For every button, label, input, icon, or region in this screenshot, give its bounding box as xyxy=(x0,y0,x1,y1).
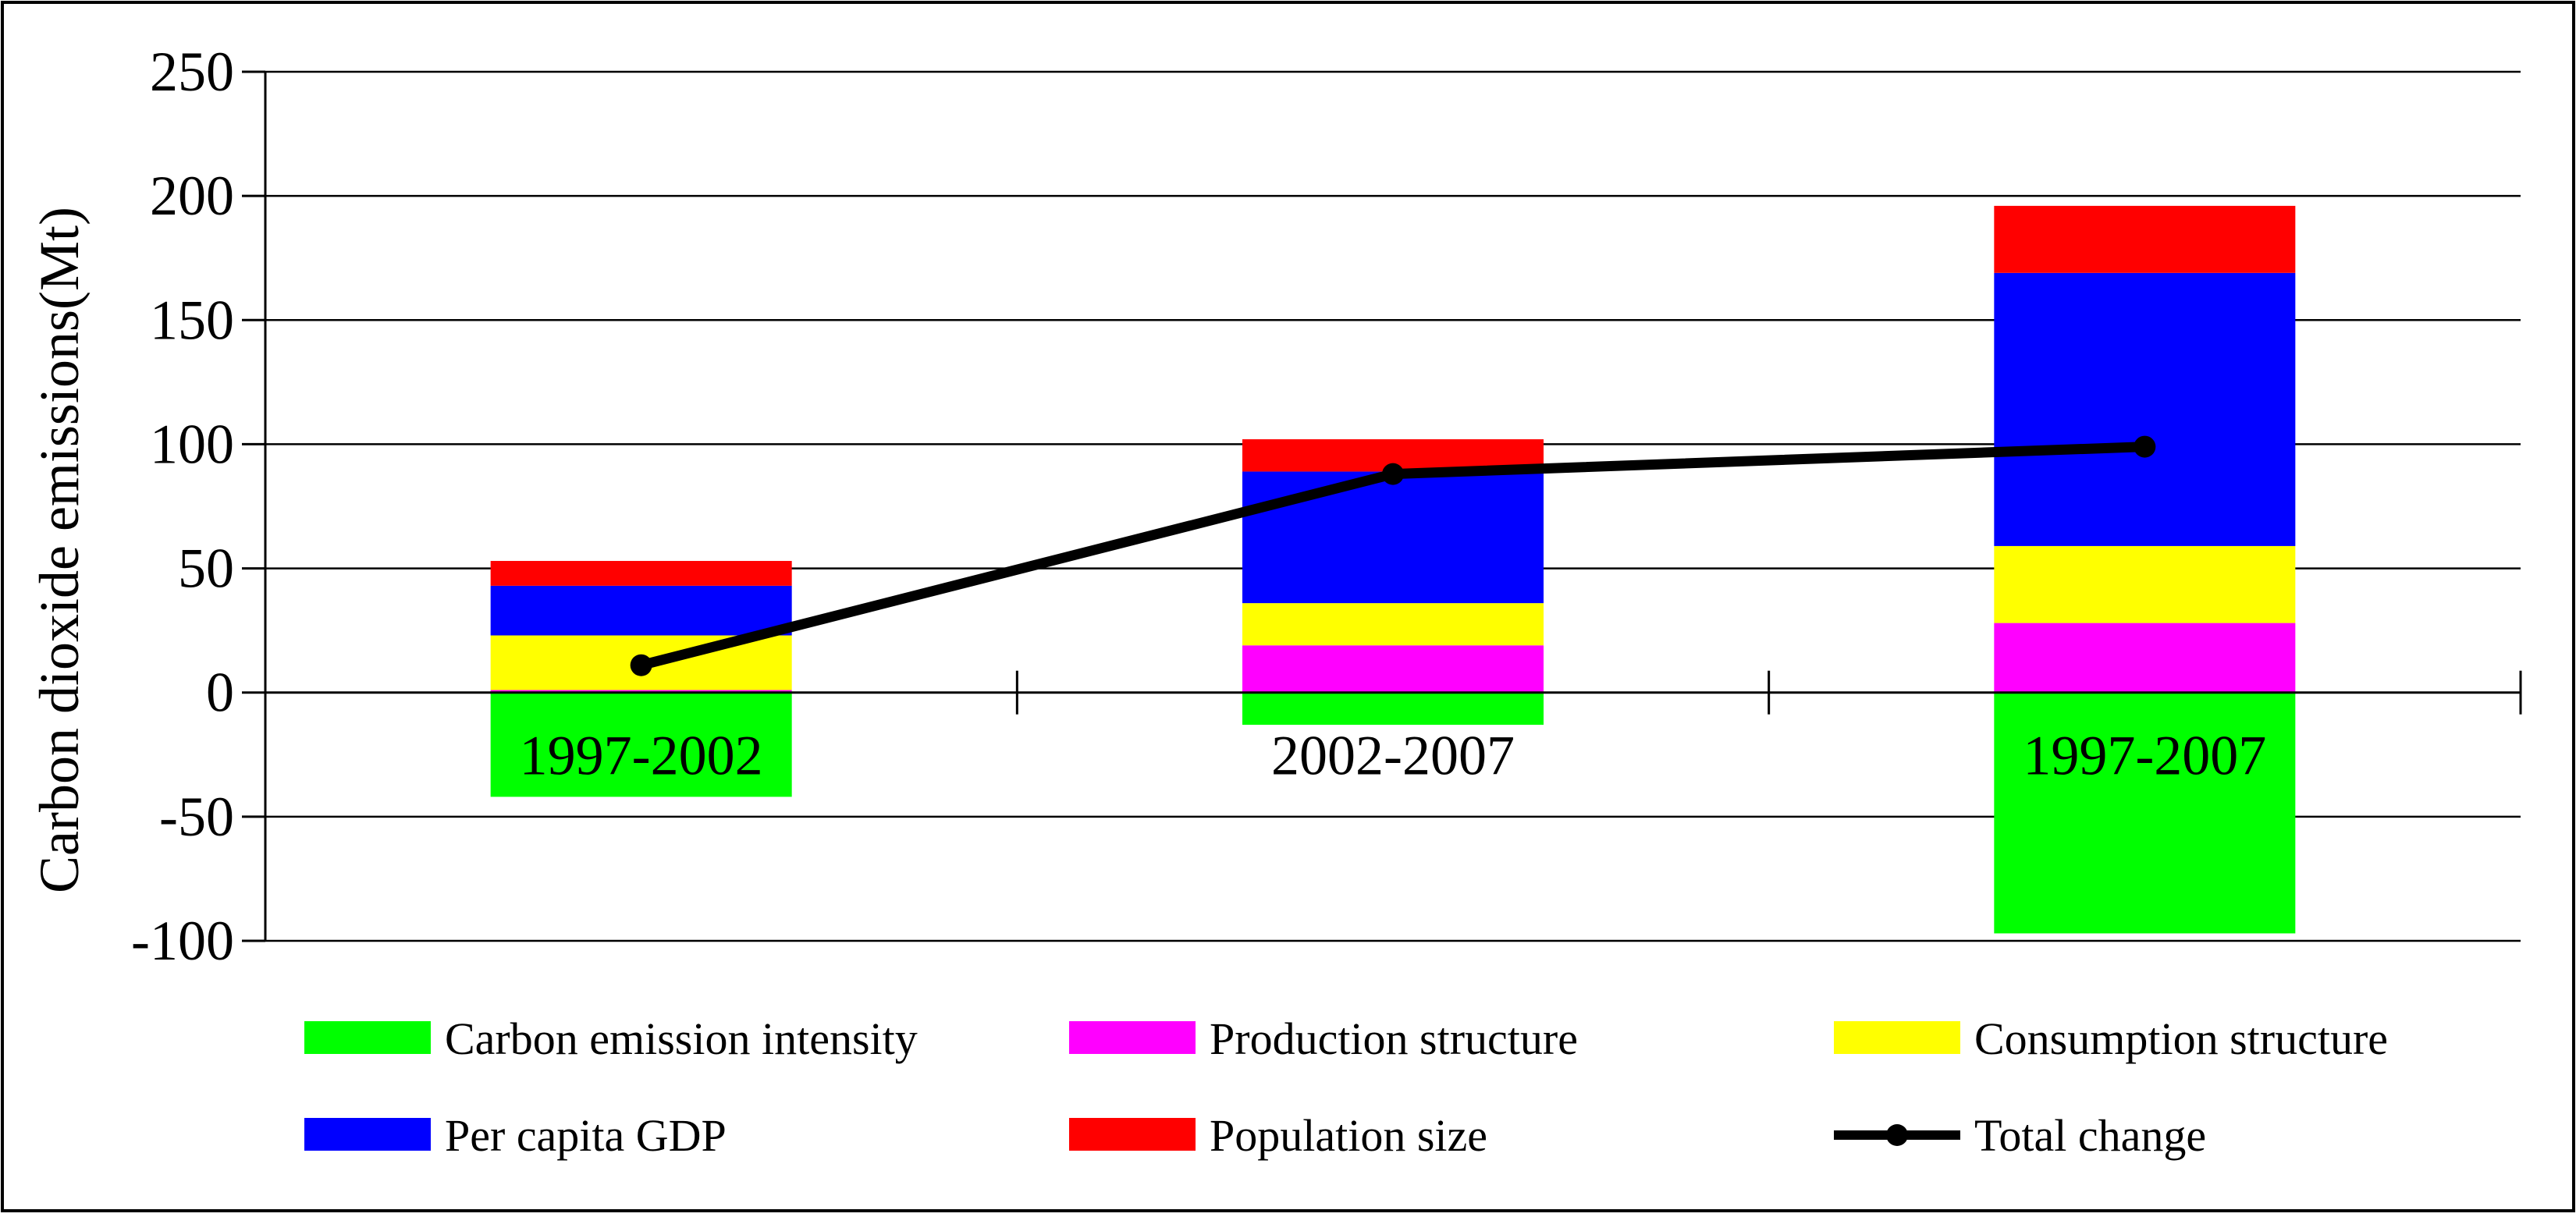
total-change-point xyxy=(630,654,652,676)
y-axis-title: Carbon dioxide emissions(Mt) xyxy=(28,207,91,893)
bar-segment xyxy=(1994,692,2296,934)
legend-label: Consumption structure xyxy=(1974,1013,2388,1064)
total-change-point xyxy=(2134,435,2156,458)
bar-segment xyxy=(490,585,792,636)
bar-segment xyxy=(490,692,792,797)
legend-label: Carbon emission intensity xyxy=(445,1013,918,1064)
legend-label: Population size xyxy=(1210,1110,1487,1161)
bar-segment xyxy=(1994,545,2296,623)
category-label: 2002-2007 xyxy=(1271,725,1515,787)
total-change-line xyxy=(630,435,2156,676)
category-label: 1997-2002 xyxy=(520,725,763,787)
y-tick-label: 150 xyxy=(150,289,234,351)
legend-swatch xyxy=(304,1118,431,1151)
legend-label: Total change xyxy=(1974,1110,2206,1161)
bar-segment xyxy=(1242,645,1544,693)
legend-swatch xyxy=(1069,1118,1196,1151)
bar-segment xyxy=(1242,603,1544,646)
axes xyxy=(242,70,2522,942)
bar-segment xyxy=(490,690,792,693)
y-tick-label: 250 xyxy=(150,41,234,103)
bar-segment xyxy=(1994,623,2296,693)
y-tick-label: 0 xyxy=(206,662,234,724)
legend-label: Production structure xyxy=(1210,1013,1578,1064)
category-label: 1997-2007 xyxy=(2023,725,2266,787)
bar-segment xyxy=(1242,692,1544,726)
y-tick-label: 50 xyxy=(178,538,234,600)
bars xyxy=(490,205,2296,934)
legend-label: Per capita GDP xyxy=(445,1110,727,1161)
bar-segment xyxy=(1242,471,1544,604)
bar-segment xyxy=(1994,272,2296,546)
legend: Carbon emission intensity Production stru… xyxy=(304,1013,2388,1161)
legend-line-marker xyxy=(1886,1124,1908,1146)
bar-segment xyxy=(1994,205,2296,273)
legend-swatch xyxy=(1834,1021,1960,1054)
y-tick-label: -50 xyxy=(159,786,234,848)
y-tick-label: 100 xyxy=(150,413,234,475)
legend-swatch xyxy=(304,1021,431,1054)
y-tick-label: -100 xyxy=(131,910,234,972)
y-tick-label: 200 xyxy=(150,165,234,227)
labels: 250 200 150 100 50 0 -50 -100 1997-2002 2002-2007… xyxy=(131,41,2266,972)
legend-swatch xyxy=(1069,1021,1196,1054)
total-change-point xyxy=(1382,463,1404,485)
bar-segment xyxy=(490,561,792,586)
